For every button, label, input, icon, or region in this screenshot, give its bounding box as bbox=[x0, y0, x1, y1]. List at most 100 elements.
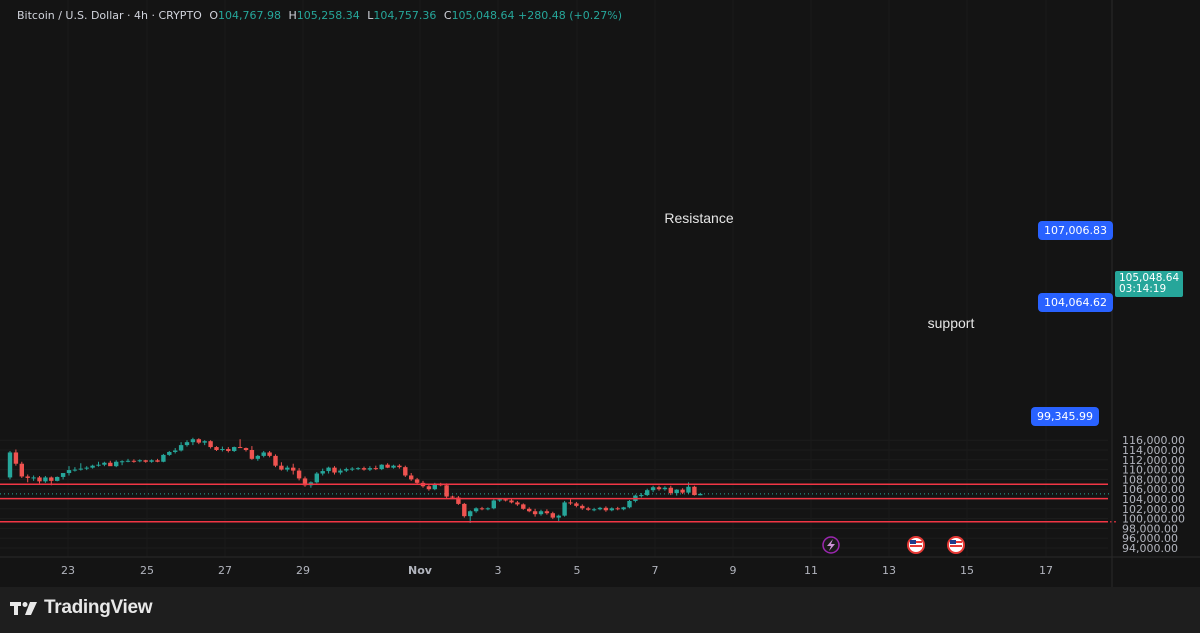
candle-body bbox=[444, 485, 449, 497]
candle bbox=[320, 468, 325, 476]
candle-body bbox=[90, 465, 95, 468]
candle bbox=[538, 509, 544, 516]
candle-body bbox=[173, 450, 178, 452]
candle bbox=[603, 506, 609, 512]
candle-body bbox=[332, 467, 337, 473]
candle-body bbox=[485, 508, 491, 510]
candle bbox=[119, 460, 125, 466]
candle-body bbox=[19, 463, 24, 477]
candle bbox=[468, 510, 473, 524]
candle bbox=[31, 475, 36, 481]
candle-body bbox=[249, 450, 255, 459]
tradingview-logo-icon bbox=[10, 602, 37, 615]
x-tick-label: 25 bbox=[140, 564, 154, 577]
candle-body bbox=[60, 473, 66, 477]
candle bbox=[562, 500, 567, 517]
candle bbox=[426, 484, 432, 491]
candle-body bbox=[409, 475, 414, 480]
candle bbox=[214, 446, 219, 451]
candle bbox=[72, 467, 78, 472]
candle bbox=[60, 473, 66, 480]
candle-body bbox=[574, 503, 579, 506]
candle bbox=[568, 499, 573, 505]
candle-body bbox=[550, 513, 555, 518]
candle-body bbox=[255, 455, 260, 459]
candle-body bbox=[326, 467, 331, 472]
candle bbox=[332, 466, 337, 475]
candle bbox=[43, 475, 48, 483]
candle bbox=[13, 449, 19, 466]
tradingview-logo[interactable]: TradingView bbox=[10, 597, 153, 619]
candle bbox=[491, 499, 496, 510]
candle bbox=[273, 454, 278, 468]
candle-body bbox=[568, 502, 573, 504]
candle bbox=[580, 504, 585, 510]
x-tick-label: Nov bbox=[408, 564, 433, 577]
event-icons bbox=[822, 536, 965, 554]
candle bbox=[314, 472, 319, 484]
y-tick-label: 94,000.00 bbox=[1122, 542, 1178, 555]
candle-body bbox=[680, 489, 685, 493]
support-price-tag[interactable]: 104,064.62 bbox=[1038, 293, 1113, 312]
candle-body bbox=[208, 441, 213, 448]
candle bbox=[379, 464, 384, 471]
candle bbox=[532, 508, 538, 517]
candle-body bbox=[686, 486, 691, 493]
price-chart[interactable]: 94,000.0096,000.0098,000.00100,000.00102… bbox=[0, 0, 1200, 587]
candle bbox=[102, 461, 107, 467]
candle bbox=[78, 463, 83, 471]
candle-body bbox=[279, 465, 284, 470]
us-flag-event-icon[interactable] bbox=[907, 536, 925, 554]
candle-body bbox=[214, 447, 219, 450]
candle bbox=[355, 467, 361, 471]
candle bbox=[255, 454, 260, 461]
candle bbox=[190, 437, 196, 446]
candle bbox=[409, 473, 414, 481]
candle bbox=[302, 476, 308, 487]
candle-body bbox=[261, 452, 266, 456]
candle-body bbox=[603, 507, 609, 511]
candle-body bbox=[243, 448, 249, 450]
candle bbox=[627, 499, 632, 509]
candle bbox=[143, 459, 148, 463]
symbol-header: Bitcoin / U.S. Dollar · 4h · CRYPTO O104… bbox=[17, 9, 622, 22]
x-tick-label: 3 bbox=[495, 564, 502, 577]
candle bbox=[37, 475, 42, 484]
candle bbox=[220, 446, 225, 452]
candle bbox=[668, 485, 673, 496]
candle-body bbox=[119, 461, 125, 463]
candle bbox=[403, 465, 408, 477]
resistance-price-tag[interactable]: 107,006.83 bbox=[1038, 221, 1113, 240]
candle-body bbox=[692, 486, 697, 496]
symbol-name[interactable]: Bitcoin / U.S. Dollar · 4h · CRYPTO bbox=[17, 9, 202, 22]
candle-body bbox=[385, 464, 390, 468]
lightning-event-icon[interactable] bbox=[822, 536, 840, 554]
candle bbox=[184, 440, 190, 447]
low-price-tag[interactable]: 99,345.99 bbox=[1031, 407, 1099, 426]
support-label: support bbox=[928, 315, 975, 331]
candle-body bbox=[273, 455, 278, 466]
candle bbox=[621, 506, 626, 511]
candle-body bbox=[367, 468, 373, 470]
close-value: 105,048.64 bbox=[451, 9, 515, 22]
candle-body bbox=[503, 499, 508, 501]
change-value: +280.48 (+0.27%) bbox=[518, 9, 622, 22]
current-price-value: 105,048.64 bbox=[1119, 272, 1180, 284]
candle-body bbox=[509, 500, 514, 503]
x-tick-label: 27 bbox=[218, 564, 232, 577]
candle bbox=[550, 511, 555, 520]
candle-body bbox=[586, 508, 591, 510]
candle-body bbox=[391, 465, 396, 468]
candle-body bbox=[468, 511, 473, 517]
candle bbox=[326, 466, 331, 474]
bar-countdown: 03:14:19 bbox=[1119, 283, 1167, 295]
candle bbox=[597, 506, 603, 511]
open-label: O bbox=[209, 9, 218, 22]
open-value: 104,767.98 bbox=[218, 9, 281, 22]
candle bbox=[208, 440, 213, 449]
candle-body bbox=[155, 460, 160, 462]
us-flag-event-icon[interactable] bbox=[947, 536, 965, 554]
candle bbox=[285, 465, 290, 472]
y-tick-label: 110,000.00 bbox=[1122, 464, 1185, 477]
candle bbox=[66, 466, 72, 476]
